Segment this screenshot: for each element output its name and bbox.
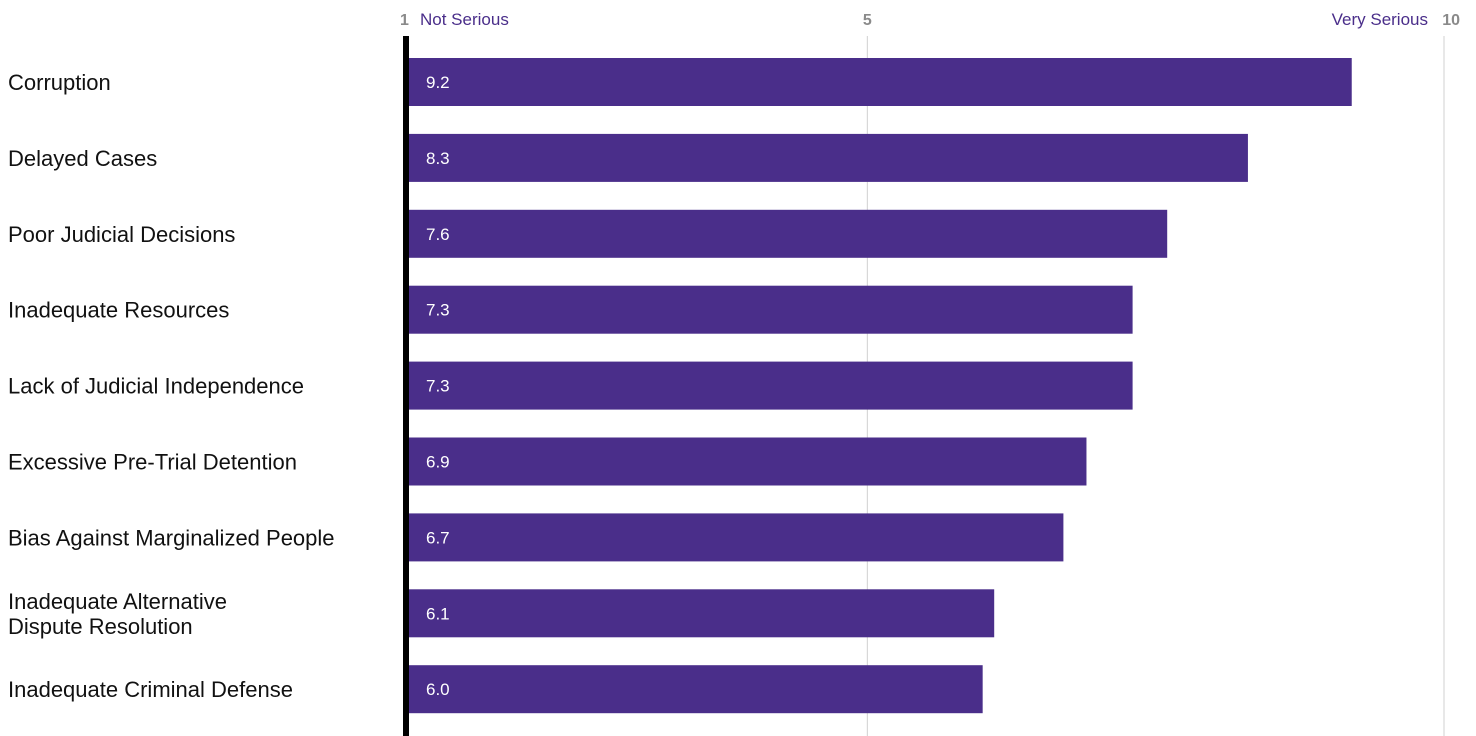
value-label-5: 7.3 [426,377,450,396]
bar-2 [409,133,1248,182]
category-label-4: Inadequate Resources [8,298,229,323]
value-label-2: 8.3 [426,149,450,168]
tick-label-1: 1 [400,12,409,29]
value-label-1: 9.2 [426,73,450,92]
category-label-2: Delayed Cases [8,146,157,171]
bars: 9.2 8.3 7.6 7.3 7.3 6.9 6.7 6.1 6.0 [409,58,1352,714]
scale-labels: Not Serious Very Serious 1 5 10 [400,10,1460,29]
value-label-4: 7.3 [426,301,450,320]
category-label-3: Poor Judicial Decisions [8,222,235,247]
tick-label-10: 10 [1442,12,1460,29]
category-label-5: Lack of Judicial Independence [8,374,304,399]
bar-5 [409,361,1133,410]
category-label-9: Inadequate Criminal Defense [8,677,293,702]
bar-8 [409,589,995,638]
value-label-8: 6.1 [426,604,450,623]
bar-4 [409,285,1133,334]
value-label-7: 6.7 [426,528,450,547]
category-labels: Corruption Delayed Cases Poor Judicial Dec… [8,70,335,702]
category-label-6: Excessive Pre-Trial Detention [8,450,297,475]
value-label-3: 7.6 [426,225,450,244]
tick-label-5: 5 [863,12,872,29]
category-label-1: Corruption [8,70,111,95]
bar-3 [409,209,1168,258]
category-label-8: Inadequate Alternative Dispute Resolution [8,589,227,639]
bar-6 [409,437,1087,486]
value-label-6: 6.9 [426,453,450,472]
bar-7 [409,513,1064,562]
value-label-9: 6.0 [426,680,450,699]
bar-1 [409,58,1352,106]
category-label-7: Bias Against Marginalized People [8,525,335,550]
scale-low-label: Not Serious [420,10,509,29]
bar-9 [409,665,983,714]
scale-high-label: Very Serious [1332,10,1428,29]
